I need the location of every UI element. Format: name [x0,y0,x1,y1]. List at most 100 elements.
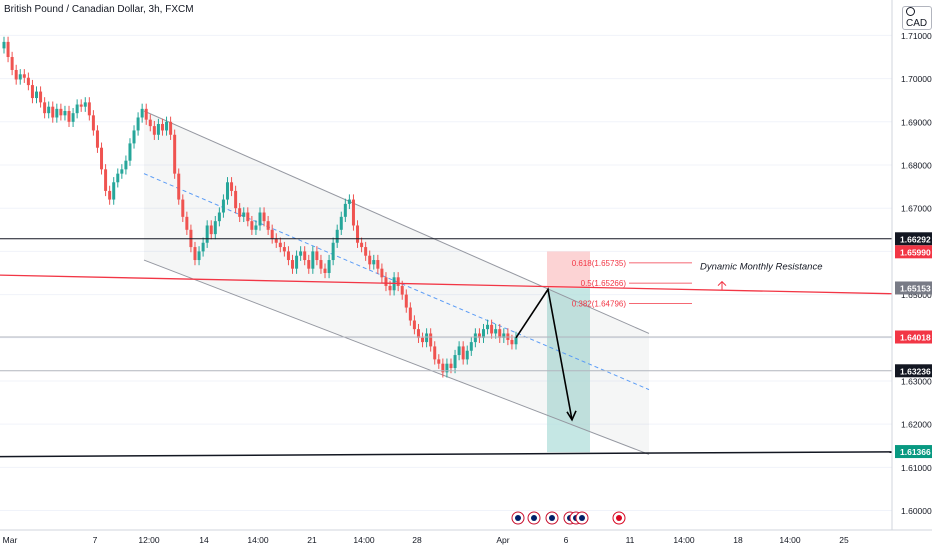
candle [469,342,473,351]
candle [291,260,295,269]
time-axis[interactable]: Mar 7 12:00 14 14:00 21 14:00 28 Apr 6 11 14:00 18 14… [0,529,932,545]
candle [120,169,124,174]
y-tick-label: 1.63000 [901,376,932,386]
price-label: 1.64018 [900,333,931,343]
candle [6,41,10,58]
candle [360,242,364,248]
price-label-bg [895,330,932,344]
x-tick-label: 6 [564,535,569,545]
price-label: 1.66292 [900,234,931,244]
y-tick-label: 1.60000 [901,506,932,516]
candle [221,199,225,213]
currency-button[interactable]: CAD [902,6,932,30]
candle [112,182,116,200]
candle [343,203,347,217]
candle [108,190,112,200]
x-tick-label: 14:00 [673,535,695,545]
target-zone [547,288,590,453]
price-label: 1.63236 [900,366,931,376]
y-tick-label: 1.65000 [901,290,932,300]
candle [376,260,380,269]
price-label-bg [895,281,932,295]
candle [270,229,274,239]
candle [132,130,136,144]
support-line[interactable] [0,451,893,458]
candle [307,260,311,269]
candle [339,216,343,230]
candle [380,268,384,278]
y-tick-label: 1.70000 [901,74,932,84]
channel-upper-line[interactable] [143,110,650,334]
drawn-lines[interactable]: Dynamic Monthly Resistance [0,238,893,458]
candle [14,69,18,80]
candle [160,123,164,131]
candle [331,242,335,261]
chart-title: British Pound / Canadian Dollar, 3h, FXC… [4,4,194,15]
candle [388,285,392,291]
fib-level-label: 0.382(1.64796) [572,299,627,308]
y-tick-label: 1.67000 [901,204,932,214]
candles [2,36,518,378]
candle [319,260,323,269]
candle [165,121,169,131]
candle [201,242,205,252]
arrow-down-icon [566,410,577,422]
price-label: 1.65153 [900,283,931,293]
candle [449,363,453,369]
projection-arrow[interactable] [515,287,573,420]
candle [384,277,388,286]
candle [433,346,437,360]
candle [51,106,55,118]
candle [225,182,229,200]
candle [473,333,477,343]
price-label-bg [895,232,932,246]
y-tick-label: 1.68000 [901,161,932,171]
candle [156,123,160,135]
candle [368,255,372,265]
candle [87,102,91,116]
flag-core [549,515,555,521]
candle [39,91,43,103]
x-tick-label: 28 [412,535,422,545]
y-tick-label: 1.61000 [901,463,932,473]
candle [213,221,217,235]
candle [95,130,99,148]
candle [91,115,95,131]
candle [35,91,39,99]
candle [47,106,51,114]
candle [412,320,416,330]
candle [59,108,63,116]
candle [124,160,128,170]
price-label-bg [895,445,932,459]
candle [71,113,75,122]
candle [254,225,258,230]
candle [79,104,83,107]
x-tick-label: 25 [839,535,849,545]
candle [323,268,327,273]
price-label: 1.65990 [900,247,931,257]
drawing-zones [547,251,590,453]
channel-lower-line[interactable] [143,259,650,455]
fib-level-label: 0.618(1.65735) [572,259,627,268]
channel-mid-line[interactable] [143,173,650,391]
descending-channel[interactable] [143,110,650,455]
candle [63,111,67,116]
candle [335,229,339,243]
candle [238,208,242,217]
price-axis[interactable]: 1.710001.700001.690001.680001.670001.660… [891,0,932,530]
candle [498,329,502,338]
candle [116,173,120,183]
candle [416,329,420,338]
candle [295,255,299,269]
price-label-bg [895,245,932,259]
projection-path[interactable] [515,287,577,422]
fibonacci-levels[interactable]: 0.618(1.65735) 0.5(1.65266) 0.382(1.64796) [572,259,692,309]
x-tick-label: 21 [307,535,317,545]
candle [75,104,79,114]
economic-events[interactable] [511,511,626,525]
dynamic-resistance-line[interactable] [0,274,893,295]
candle [67,111,71,122]
gridlines [0,34,892,512]
candle [278,242,282,248]
